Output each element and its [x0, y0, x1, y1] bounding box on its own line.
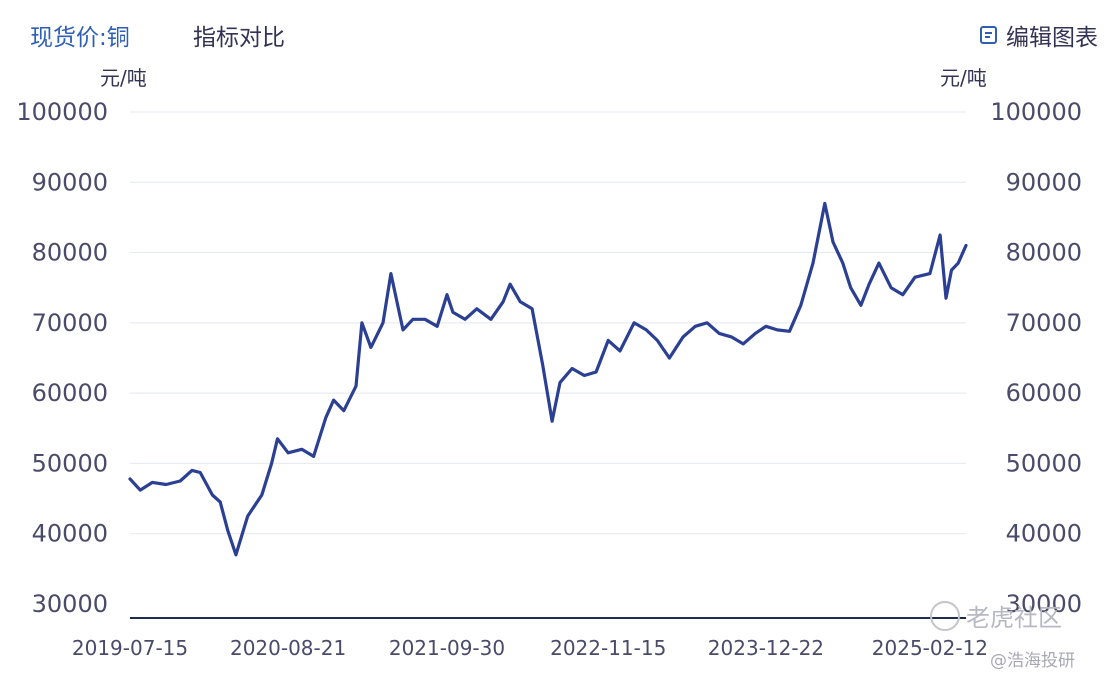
x-axis: 2019-07-15 2020-08-21 2021-09-30 2022-11-15… [72, 636, 988, 660]
y-tick-label-right: 40000 [1006, 520, 1082, 548]
y-tick-label-left: 70000 [32, 309, 108, 337]
y-axis-unit-right: 元/吨 [940, 66, 987, 90]
watermark-brand: 老虎社区 [966, 604, 1062, 632]
y-tick-label-left: 50000 [32, 449, 108, 477]
y-tick-label-right: 90000 [1006, 168, 1082, 196]
tab-indicator-compare[interactable]: 指标对比 [193, 25, 285, 51]
y-axis-left: 100000 90000 80000 70000 60000 50000 40000 3000… [16, 98, 108, 618]
y-tick-label-right: 50000 [1006, 449, 1082, 477]
edit-chart-icon [980, 26, 997, 44]
y-tick-label-right: 70000 [1006, 309, 1082, 337]
y-axis-unit-left: 元/吨 [100, 66, 147, 90]
y-tick-label-left: 80000 [32, 239, 108, 267]
x-tick-label: 2019-07-15 [72, 636, 188, 660]
watermark-logo-icon [930, 600, 960, 631]
series-line-copper [128, 201, 968, 557]
x-tick-label: 2025-02-12 [872, 636, 988, 660]
edit-chart-button[interactable]: 编辑图表 [978, 18, 1098, 52]
y-tick-label-right: 60000 [1006, 379, 1082, 407]
y-tick-label-left: 40000 [32, 520, 108, 548]
y-tick-label-left: 60000 [32, 379, 108, 407]
x-tick-label: 2023-12-22 [708, 636, 824, 660]
y-tick-label-left: 100000 [16, 98, 108, 126]
edit-chart-label: 编辑图表 [1006, 25, 1098, 51]
y-axis-right: 100000 90000 80000 70000 60000 50000 40000 3000… [990, 98, 1082, 618]
grid-layer [130, 111, 966, 535]
watermark-author: @浩海投研 [990, 651, 1075, 671]
tab-copper-spot-price[interactable]: 现货价:铜 [30, 25, 130, 51]
y-tick-label-left: 90000 [32, 168, 108, 196]
y-tick-label-right: 100000 [990, 98, 1082, 126]
watermark: 老虎社区 [930, 598, 1062, 633]
y-tick-label-right: 30000 [1006, 590, 1082, 618]
y-tick-label-right: 80000 [1006, 239, 1082, 267]
x-tick-label: 2021-09-30 [389, 636, 505, 660]
x-tick-label: 2020-08-21 [230, 636, 346, 660]
y-tick-label-left: 30000 [32, 590, 108, 618]
x-tick-label: 2022-11-15 [550, 636, 666, 660]
